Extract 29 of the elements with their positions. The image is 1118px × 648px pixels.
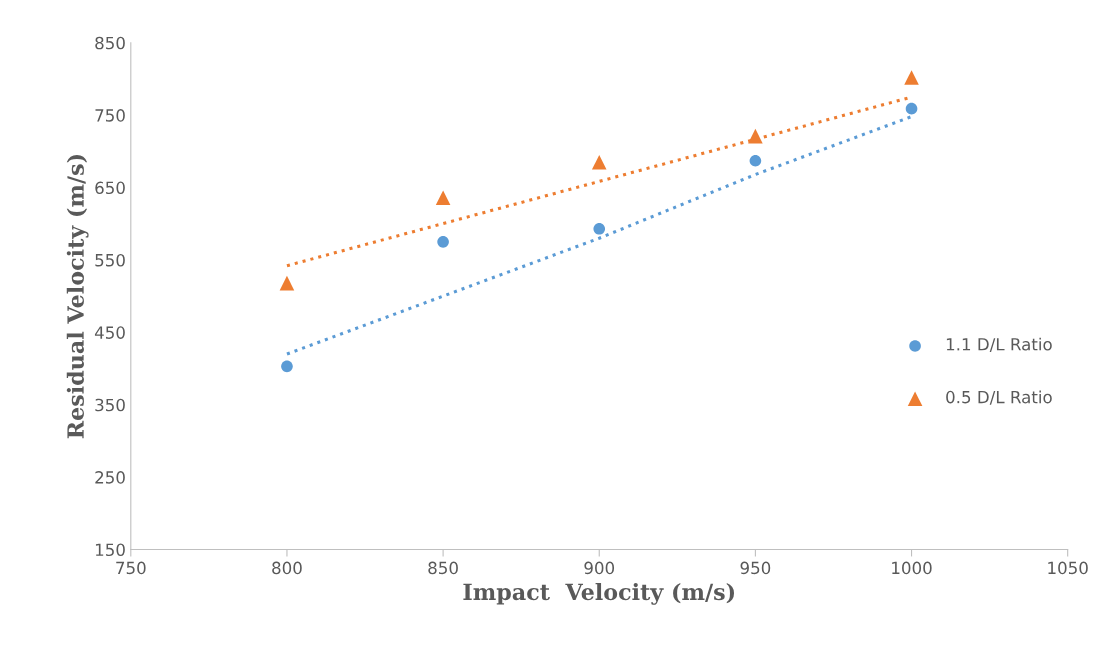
point — [749, 154, 762, 167]
x-tick-label: 750 — [116, 561, 146, 575]
y-tick-label: 750 — [95, 109, 125, 122]
y-tick-label: 250 — [95, 471, 125, 484]
y-tick-label: 350 — [95, 398, 125, 412]
x-tick-label: 850 — [428, 561, 458, 575]
x-axis-title: Impact Velocity (m/s) — [463, 583, 735, 605]
point — [279, 275, 295, 291]
x-tick-label: 1050 — [1048, 561, 1088, 575]
x-tick-label: 1000 — [892, 561, 932, 575]
y-tick-label: 650 — [95, 181, 125, 195]
y-axis-title: Residual Velocity (m/s) — [66, 155, 89, 439]
y-tick-label: 450 — [94, 326, 125, 339]
point — [593, 223, 606, 235]
point — [435, 190, 451, 205]
point — [904, 70, 919, 85]
point — [437, 236, 449, 248]
legend-label: 0.5 D/L Ratio — [946, 390, 1052, 405]
x-tick-label: 900 — [584, 561, 615, 575]
legend-label: 1.1 D/L Ratio — [946, 337, 1052, 352]
x-tick-label: 950 — [740, 561, 771, 575]
x-tick-label: 800 — [272, 561, 302, 575]
point — [281, 360, 293, 373]
point — [748, 128, 763, 144]
y-tick-label: 850 — [95, 36, 125, 50]
y-tick-label: 150 — [95, 543, 125, 557]
point — [591, 154, 607, 170]
y-tick-label: 550 — [95, 253, 125, 267]
point — [905, 102, 918, 115]
